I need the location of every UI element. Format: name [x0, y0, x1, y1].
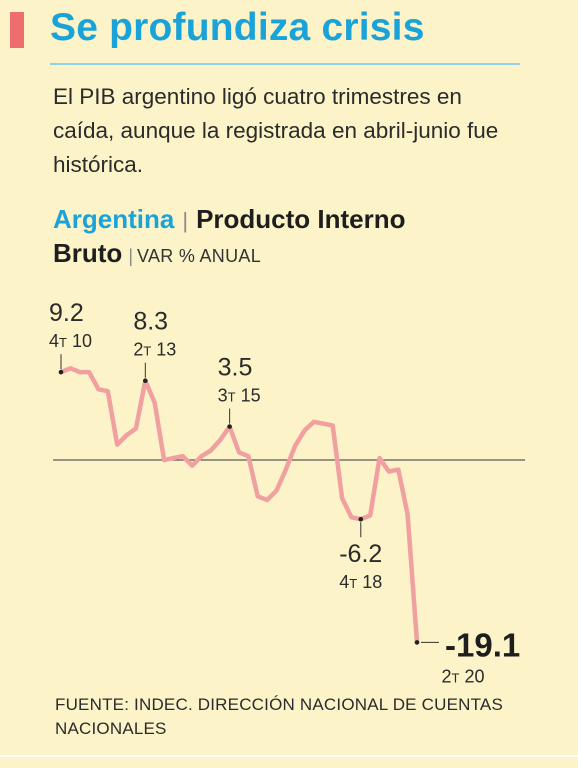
data-label-value-2: 3.5 — [218, 354, 253, 382]
data-point-4 — [414, 640, 420, 645]
data-point-1 — [143, 378, 148, 384]
chart-header: Argentina | Producto Interno Bruto | VAR % A… — [53, 203, 523, 273]
data-point-3 — [358, 516, 364, 522]
data-label-period-4: 2T 20 — [442, 666, 485, 686]
chart-country: Argentina — [53, 204, 175, 234]
page-title: Se profundiza crisis — [50, 6, 425, 49]
title-divider — [50, 63, 520, 65]
unit-separator: | — [128, 246, 134, 266]
data-point-2 — [227, 424, 232, 429]
data-label-value-4: -19.1 — [445, 626, 520, 663]
chart-indicator: Producto Interno Bruto — [53, 204, 406, 268]
data-label-value-0: 9.2 — [49, 299, 84, 327]
data-label-period-2: 3T 15 — [218, 386, 261, 406]
subtitle: El PIB argentino ligó cuatro trimestres … — [53, 84, 499, 177]
data-label-period-3: 4T 18 — [339, 572, 382, 592]
data-label-value-3: -6.2 — [339, 540, 382, 568]
data-label-period-0: 4T 10 — [49, 331, 92, 351]
title-accent-bar — [10, 12, 24, 48]
header-separator: | — [182, 208, 189, 233]
chart-unit: VAR % ANUAL — [137, 246, 262, 266]
source-note: FUENTE: INDEC. DIRECCIÓN NACIONAL DE CUE… — [55, 695, 504, 738]
data-label-period-1: 2T 13 — [133, 340, 176, 360]
bottom-divider — [0, 755, 578, 757]
data-point-0 — [58, 369, 64, 375]
series-line — [58, 366, 420, 645]
data-label-value-1: 8.3 — [133, 308, 168, 336]
